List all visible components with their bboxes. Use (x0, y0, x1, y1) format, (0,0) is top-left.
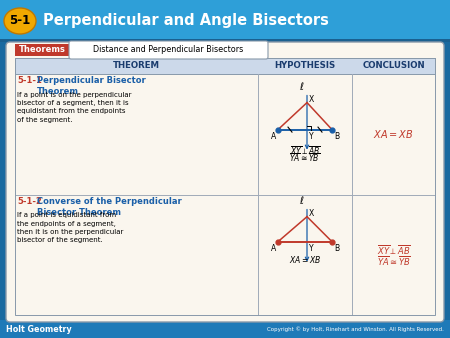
FancyBboxPatch shape (6, 42, 444, 322)
Text: Perpendicular Bisector
Theorem: Perpendicular Bisector Theorem (37, 76, 146, 96)
Text: Theorems: Theorems (18, 46, 65, 54)
Text: 5-1: 5-1 (9, 15, 31, 27)
Text: $XA = XB$: $XA = XB$ (289, 254, 321, 265)
Bar (15, 44, 69, 56)
Text: B: B (334, 244, 339, 253)
Text: Distance and Perpendicular Bisectors: Distance and Perpendicular Bisectors (94, 46, 243, 54)
Text: A: A (271, 244, 276, 253)
Bar (0, 320, 450, 338)
FancyBboxPatch shape (69, 41, 268, 59)
Text: A: A (271, 131, 276, 141)
Bar (15, 58, 435, 315)
Bar (15, 58, 435, 74)
Text: Perpendicular and Angle Bisectors: Perpendicular and Angle Bisectors (43, 14, 329, 28)
Text: If a point is equidistant from
the endpoints of a segment,
then it is on the per: If a point is equidistant from the endpo… (17, 213, 123, 243)
Text: $XA = XB$: $XA = XB$ (373, 128, 414, 140)
Text: $\overline{YA} \cong \overline{YB}$: $\overline{YA} \cong \overline{YB}$ (289, 153, 320, 165)
Text: Y: Y (309, 244, 314, 253)
Text: Y: Y (309, 131, 314, 141)
Text: X: X (309, 209, 314, 218)
Text: HYPOTHESIS: HYPOTHESIS (274, 62, 336, 71)
Text: Copyright © by Holt, Rinehart and Winston. All Rights Reserved.: Copyright © by Holt, Rinehart and Winsto… (267, 326, 444, 332)
Bar (0, 0, 450, 42)
Ellipse shape (4, 8, 36, 34)
Text: ℓ: ℓ (299, 81, 303, 92)
Text: CONCLUSION: CONCLUSION (362, 62, 425, 71)
Text: B: B (334, 131, 339, 141)
Text: $\overline{XY} \perp \overline{AB}$: $\overline{XY} \perp \overline{AB}$ (289, 144, 320, 156)
Text: X: X (309, 95, 314, 104)
Bar (0, 39, 450, 42)
Text: 5-1-2: 5-1-2 (17, 196, 42, 206)
Text: ℓ: ℓ (299, 196, 303, 206)
Text: If a point is on the perpendicular
bisector of a segment, then it is
equidistant: If a point is on the perpendicular bisec… (17, 92, 131, 123)
Text: $\overline{XY} \perp \overline{AB}$: $\overline{XY} \perp \overline{AB}$ (377, 243, 410, 257)
Text: Holt Geometry: Holt Geometry (6, 324, 72, 334)
Text: 5-1-1: 5-1-1 (17, 76, 42, 85)
Text: $\overline{YA} \cong \overline{YB}$: $\overline{YA} \cong \overline{YB}$ (377, 254, 410, 268)
Text: THEOREM: THEOREM (113, 62, 160, 71)
Text: Converse of the Perpendicular
Bisector Theorem: Converse of the Perpendicular Bisector T… (37, 196, 182, 217)
